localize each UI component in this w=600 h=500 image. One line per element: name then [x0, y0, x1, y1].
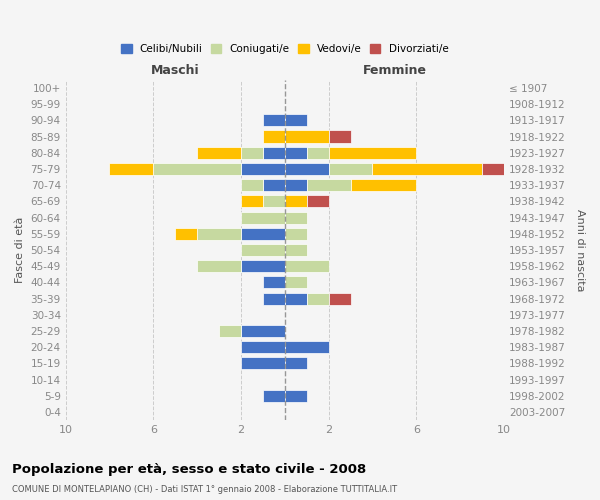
Bar — [175, 228, 197, 240]
Bar — [197, 260, 241, 272]
Bar — [285, 196, 307, 207]
Bar — [219, 325, 241, 337]
Bar — [285, 163, 329, 175]
Y-axis label: Anni di nascita: Anni di nascita — [575, 208, 585, 291]
Bar — [241, 212, 285, 224]
Bar — [263, 196, 285, 207]
Bar — [241, 179, 263, 191]
Bar — [285, 292, 307, 304]
Text: COMUNE DI MONTELAPIANO (CH) - Dati ISTAT 1° gennaio 2008 - Elaborazione TUTTITAL: COMUNE DI MONTELAPIANO (CH) - Dati ISTAT… — [12, 485, 397, 494]
Bar — [241, 260, 285, 272]
Bar — [373, 163, 482, 175]
Bar — [285, 244, 307, 256]
Bar — [350, 179, 416, 191]
Legend: Celibi/Nubili, Coniugati/e, Vedovi/e, Divorziati/e: Celibi/Nubili, Coniugati/e, Vedovi/e, Di… — [118, 41, 452, 57]
Text: Popolazione per età, sesso e stato civile - 2008: Popolazione per età, sesso e stato civil… — [12, 462, 366, 475]
Bar — [154, 163, 241, 175]
Bar — [285, 390, 307, 402]
Y-axis label: Fasce di età: Fasce di età — [15, 217, 25, 283]
Bar — [241, 146, 263, 159]
Bar — [241, 244, 285, 256]
Bar — [285, 276, 307, 288]
Bar — [285, 114, 307, 126]
Text: Maschi: Maschi — [151, 64, 200, 76]
Bar — [263, 292, 285, 304]
Bar — [285, 228, 307, 240]
Bar — [285, 358, 307, 370]
Bar — [285, 179, 307, 191]
Bar — [263, 390, 285, 402]
Bar — [285, 130, 329, 142]
Bar — [285, 260, 329, 272]
Bar — [241, 196, 263, 207]
Bar — [263, 130, 285, 142]
Bar — [285, 341, 329, 353]
Bar — [263, 179, 285, 191]
Bar — [241, 325, 285, 337]
Bar — [241, 163, 285, 175]
Bar — [329, 130, 350, 142]
Bar — [307, 179, 350, 191]
Bar — [285, 146, 307, 159]
Text: Femmine: Femmine — [362, 64, 427, 76]
Bar — [329, 146, 416, 159]
Bar — [197, 228, 241, 240]
Bar — [263, 146, 285, 159]
Bar — [241, 358, 285, 370]
Bar — [263, 276, 285, 288]
Bar — [329, 292, 350, 304]
Bar — [263, 114, 285, 126]
Bar — [197, 146, 241, 159]
Bar — [109, 163, 154, 175]
Bar — [307, 292, 329, 304]
Bar — [241, 341, 285, 353]
Bar — [307, 146, 329, 159]
Bar — [482, 163, 504, 175]
Bar — [285, 212, 307, 224]
Bar — [307, 196, 329, 207]
Bar — [329, 163, 373, 175]
Bar — [241, 228, 285, 240]
